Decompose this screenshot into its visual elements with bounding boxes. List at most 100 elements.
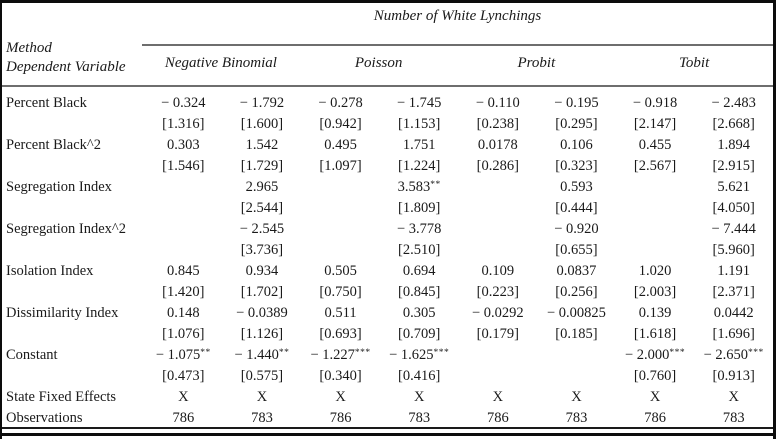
cell-value: 0.455: [638, 137, 672, 153]
cell-value: [1.618]: [633, 326, 677, 342]
row-label: Dissimilarity Index: [6, 305, 119, 321]
cell-value: [1.316]: [162, 116, 205, 132]
corner-label-dependent-variable: Dependent Variable: [6, 59, 126, 75]
cell-value: [144, 177, 223, 198]
cell-value: [459, 366, 538, 387]
cell-value: 783: [565, 410, 588, 426]
cell-value: − 1.075**: [155, 347, 211, 363]
cell-value: [0.473]: [162, 368, 205, 384]
table-row: [1.546] [1.729] [1.097] [1.224] [0.286] [0.32…: [2, 156, 773, 177]
table-body: Percent Black − 0.324 − 1.792 − 0.278 − 1.74…: [2, 93, 773, 429]
cell-value: [0.223]: [476, 284, 519, 300]
cell-value: [144, 198, 223, 219]
cell-value: [616, 177, 695, 198]
cell-value: 786: [644, 410, 666, 426]
cell-value: [2.510]: [398, 242, 441, 258]
row-label: [2, 324, 144, 345]
cell-value: − 7.444: [711, 221, 756, 237]
cell-value: 783: [722, 410, 745, 426]
cell-value: − 0.00825: [546, 305, 606, 321]
table-row: [1.076] [1.126] [0.693] [0.709] [0.179] [0.18…: [2, 324, 773, 345]
cell-value: [0.655]: [555, 242, 598, 258]
cell-value: − 0.0292: [471, 305, 524, 321]
cell-value: − 0.195: [554, 95, 599, 111]
table-row: [1.420] [1.702] [0.750] [0.845] [0.223] [0.25…: [2, 282, 773, 303]
cell-value: [537, 366, 616, 387]
table-row: Percent Black − 0.324 − 1.792 − 0.278 − 1.74…: [2, 93, 773, 114]
cell-value: [2.147]: [633, 116, 677, 132]
cell-value: [1.076]: [162, 326, 205, 342]
cell-value: 0.139: [638, 305, 672, 321]
cell-value: − 0.324: [161, 95, 206, 111]
cell-value: 0.109: [481, 263, 515, 279]
cell-value: [1.702]: [240, 284, 284, 300]
row-label: [2, 240, 144, 261]
cell-value: 0.148: [167, 305, 200, 321]
cell-value: 0.495: [324, 137, 357, 153]
cell-value: [0.185]: [555, 326, 598, 342]
row-label: [2, 282, 144, 303]
row-label: Segregation Index: [6, 179, 112, 195]
cell-value: 0.0837: [556, 263, 597, 279]
table-row: Dissimilarity Index 0.148 − 0.0389 0.511 0.3…: [2, 303, 773, 324]
data-table: Percent Black − 0.324 − 1.792 − 0.278 − 1.74…: [2, 93, 773, 429]
row-label: State Fixed Effects: [6, 389, 117, 405]
table-row: Segregation Index^2 − 2.545 − 3.778 − 0.920…: [2, 219, 773, 240]
cell-value: [0.693]: [319, 326, 362, 342]
row-label: [2, 198, 144, 219]
cell-value: [0.286]: [476, 158, 519, 174]
cell-value: − 1.745: [396, 95, 442, 111]
cell-value: 0.934: [245, 263, 279, 279]
row-label: [2, 366, 144, 387]
cell-value: [2.668]: [712, 116, 755, 132]
cell-value: − 0.110: [475, 95, 520, 111]
row-label: Observations: [6, 410, 83, 426]
spanner-rule: [142, 44, 773, 46]
cell-value: X: [649, 389, 661, 405]
cell-value: [0.709]: [398, 326, 441, 342]
cell-value: X: [571, 389, 582, 405]
cell-value: [616, 240, 695, 261]
cell-value: [0.323]: [555, 158, 598, 174]
significance-stars: **: [200, 347, 211, 358]
cell-value: [1.153]: [398, 116, 441, 132]
cell-value: − 1.440**: [234, 347, 290, 363]
cell-value: [1.420]: [162, 284, 205, 300]
table-header: Number of White Lynchings Method Depende…: [2, 3, 773, 87]
significance-stars: **: [430, 179, 441, 190]
corner-label-method: Method: [6, 40, 52, 56]
cell-value: 0.0178: [477, 137, 518, 153]
cell-value: [0.750]: [319, 284, 362, 300]
column-group-tobit: Tobit: [678, 55, 710, 71]
table-row: [2.544] [1.809] [0.444] [4.050]: [2, 198, 773, 219]
cell-value: 1.020: [638, 263, 672, 279]
cell-value: 0.694: [402, 263, 436, 279]
cell-value: 0.505: [324, 263, 357, 279]
cell-value: [616, 198, 695, 219]
cell-value: [616, 219, 695, 240]
cell-value: X: [178, 389, 189, 405]
cell-value: X: [728, 389, 739, 405]
cell-value: 5.621: [717, 179, 750, 195]
cell-value: [0.256]: [555, 284, 598, 300]
cell-value: 0.106: [560, 137, 593, 153]
cell-value: [537, 345, 616, 366]
cell-value: − 0.920: [554, 221, 599, 237]
cell-value: [2.544]: [240, 200, 284, 216]
column-group-probit: Probit: [517, 55, 556, 71]
row-label: Constant: [6, 347, 58, 363]
cell-value: 786: [172, 410, 195, 426]
cell-value: − 1.227***: [310, 347, 371, 363]
cell-value: 783: [251, 410, 273, 426]
cell-value: [301, 219, 380, 240]
cell-value: X: [492, 389, 504, 405]
cell-value: [4.050]: [712, 200, 755, 216]
cell-value: − 2.650***: [703, 347, 764, 363]
cell-value: [459, 219, 538, 240]
row-label: [2, 156, 144, 177]
cell-value: [301, 177, 380, 198]
cell-value: [0.760]: [633, 368, 677, 384]
table-row: State Fixed Effects X X X X X X X X: [2, 387, 773, 408]
corner-label: Method Dependent Variable: [6, 39, 126, 77]
